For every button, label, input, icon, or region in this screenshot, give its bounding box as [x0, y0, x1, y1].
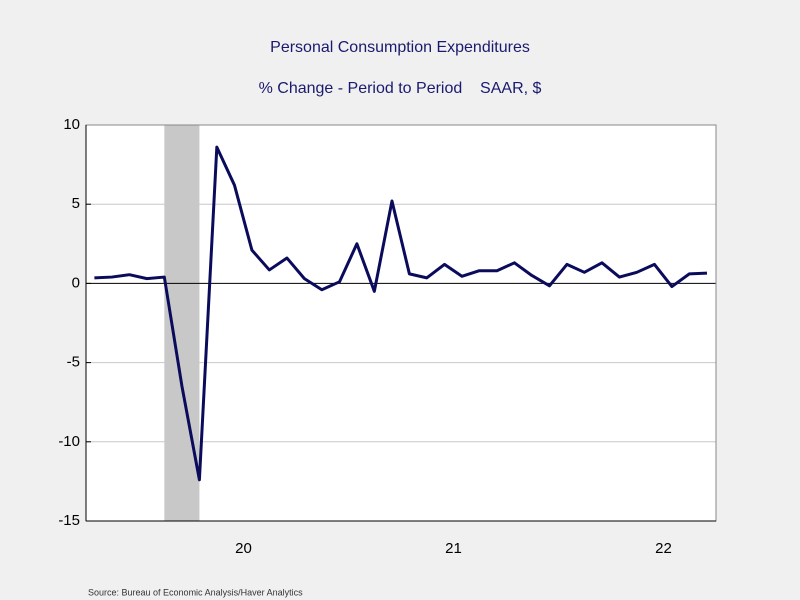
data-line: [94, 145, 708, 482]
recession-shading: [164, 125, 200, 521]
source-note: Source: Bureau of Economic Analysis/Have…: [88, 587, 303, 597]
x-tick-label: 21: [445, 540, 462, 557]
x-tick-label: 20: [235, 540, 252, 557]
y-tick-label: -5: [67, 354, 80, 371]
chart-title: Personal Consumption Expenditures: [270, 39, 530, 56]
chart-subtitle: % Change - Period to Period SAAR, $: [259, 80, 542, 97]
y-tick-label: 10: [63, 116, 80, 133]
y-tick-label: -15: [58, 512, 80, 529]
x-tick-label: 22: [655, 540, 672, 557]
y-tick-label: 5: [72, 195, 80, 212]
y-tick-label: 0: [72, 274, 80, 291]
y-tick-label: -10: [58, 433, 80, 450]
